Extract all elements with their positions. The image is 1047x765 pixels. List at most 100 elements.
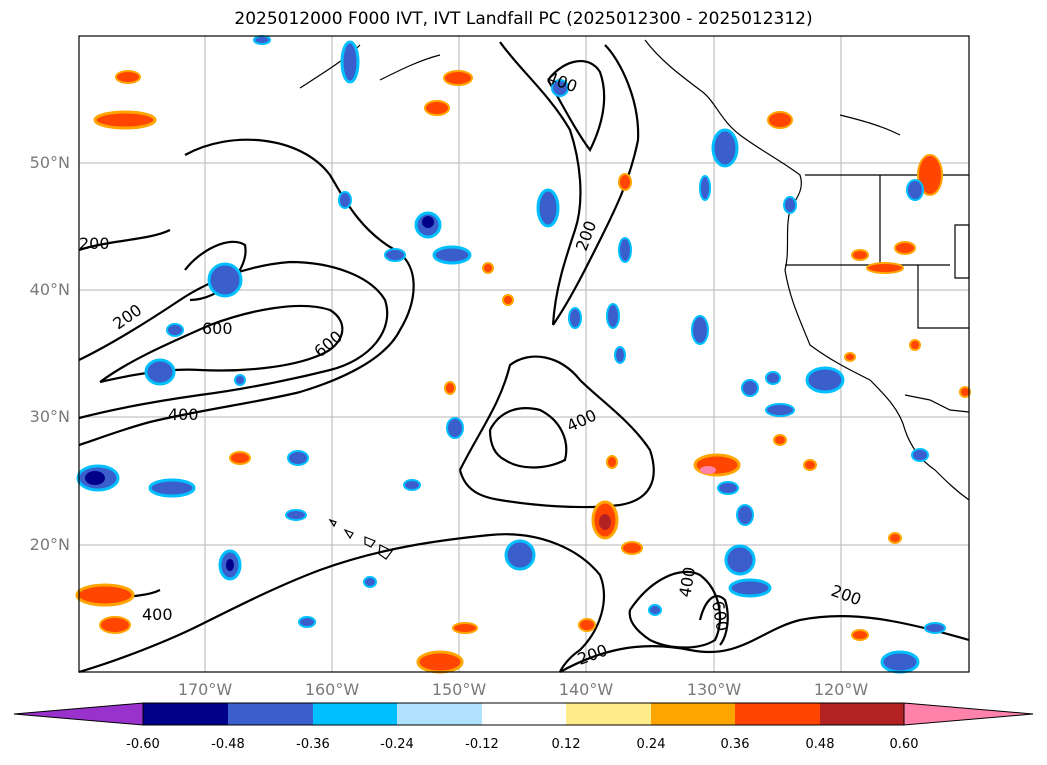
map-frame: [78, 35, 970, 673]
pc-blob: [424, 100, 450, 116]
pc-blob: [298, 616, 316, 628]
pc-blob: [482, 262, 494, 274]
pc-blob: [229, 451, 251, 465]
map-line: [547, 60, 606, 153]
map-line: [839, 114, 901, 136]
hawaii-islands: [328, 518, 393, 560]
colorbar-tick: -0.60: [126, 737, 160, 752]
colorbar-tick: -0.36: [296, 737, 330, 752]
pc-blob: [99, 616, 131, 634]
pc-blob: [773, 434, 787, 446]
map-line: [328, 518, 337, 528]
pc-blob: [783, 196, 797, 214]
colorbar-segment: [820, 703, 904, 725]
pc-blobs-positive: [75, 70, 971, 674]
pc-blob: [340, 40, 360, 84]
colorbar-tick: 0.48: [805, 737, 835, 752]
coastlines: [299, 39, 970, 501]
colorbar-segment: [397, 703, 482, 725]
pc-blob: [691, 315, 709, 345]
pc-blob: [767, 111, 793, 129]
pc-blob: [618, 237, 632, 263]
map-panel: 400 200 200 200 600 600 400 400 400 400 …: [75, 35, 971, 674]
colorbar: [13, 702, 1034, 726]
map-line: [99, 304, 344, 384]
colorbar-segment: [735, 703, 820, 725]
lon-label: 140°W: [558, 680, 614, 699]
pc-blob: [909, 339, 921, 351]
pc-blob: [805, 366, 845, 394]
pc-blob: [85, 471, 105, 485]
pc-blob: [285, 509, 307, 521]
map-line: [343, 528, 354, 540]
pc-blob: [338, 191, 352, 209]
lon-label: 160°W: [304, 680, 360, 699]
pc-blob: [234, 374, 246, 386]
pc-blob: [844, 352, 856, 362]
lat-label: 30°N: [29, 407, 70, 426]
pc-blob: [924, 622, 946, 634]
contour-label: 400: [168, 405, 199, 424]
map-line: [379, 54, 441, 81]
pc-blob: [384, 248, 406, 262]
pc-blob: [432, 245, 472, 265]
pc-blob: [568, 307, 582, 329]
map-line: [458, 355, 655, 509]
pc-blob: [599, 514, 611, 530]
lon-label: 150°W: [431, 680, 487, 699]
pc-blob: [422, 216, 434, 228]
pc-blob: [551, 79, 569, 97]
pc-blob: [765, 371, 781, 385]
map-background: [79, 36, 969, 672]
pc-blob: [452, 622, 478, 634]
pc-blob: [502, 294, 514, 306]
pc-blobs-negative: [76, 35, 946, 674]
map-line: [644, 39, 970, 501]
colorbar-segment: [142, 702, 905, 726]
pc-blob: [446, 417, 464, 439]
colorbar-tick: -0.48: [211, 737, 245, 752]
pc-blob: [866, 262, 904, 274]
pc-blob: [578, 618, 596, 632]
lon-label: 130°W: [686, 680, 742, 699]
map-line: [904, 394, 970, 413]
pc-blob: [226, 559, 234, 571]
pc-blob: [851, 629, 869, 641]
pc-blob: [75, 583, 135, 607]
pc-blob: [699, 175, 711, 201]
pc-blob: [443, 70, 473, 86]
lon-label: 120°W: [813, 680, 869, 699]
map-line: [78, 229, 171, 252]
pc-blob: [403, 479, 421, 491]
map-line: [78, 533, 605, 674]
lon-label: 170°W: [177, 680, 233, 699]
pc-blob: [741, 379, 759, 397]
pc-blob: [911, 448, 929, 462]
colorbar-segment: [482, 703, 566, 725]
contour-label: 200: [79, 234, 110, 253]
pc-blob: [906, 179, 924, 201]
colorbar-extend-min: [13, 702, 144, 726]
pc-blob: [803, 459, 817, 471]
pc-blob: [444, 381, 456, 395]
map-line: [499, 41, 582, 326]
map-line: [378, 544, 393, 560]
pc-blob: [93, 110, 157, 130]
colorbar-tick: -0.12: [465, 737, 499, 752]
colorbar-tick: 0.60: [889, 737, 919, 752]
map-line: [698, 595, 729, 646]
colorbar-segment: [566, 703, 651, 725]
pc-blob: [166, 323, 184, 337]
colorbar-segment: [651, 703, 735, 725]
colorbar-segment: [313, 703, 397, 725]
colorbar-extend-max: [903, 702, 1034, 726]
map-line: [628, 570, 722, 649]
pc-blob: [207, 262, 243, 298]
lat-label: 50°N: [29, 153, 70, 172]
pc-blob: [717, 481, 739, 495]
map-title: 2025012000 F000 IVT, IVT Landfall PC (20…: [234, 9, 813, 29]
pc-blob: [287, 450, 309, 466]
lat-label: 40°N: [29, 280, 70, 299]
pc-blob: [894, 241, 916, 255]
